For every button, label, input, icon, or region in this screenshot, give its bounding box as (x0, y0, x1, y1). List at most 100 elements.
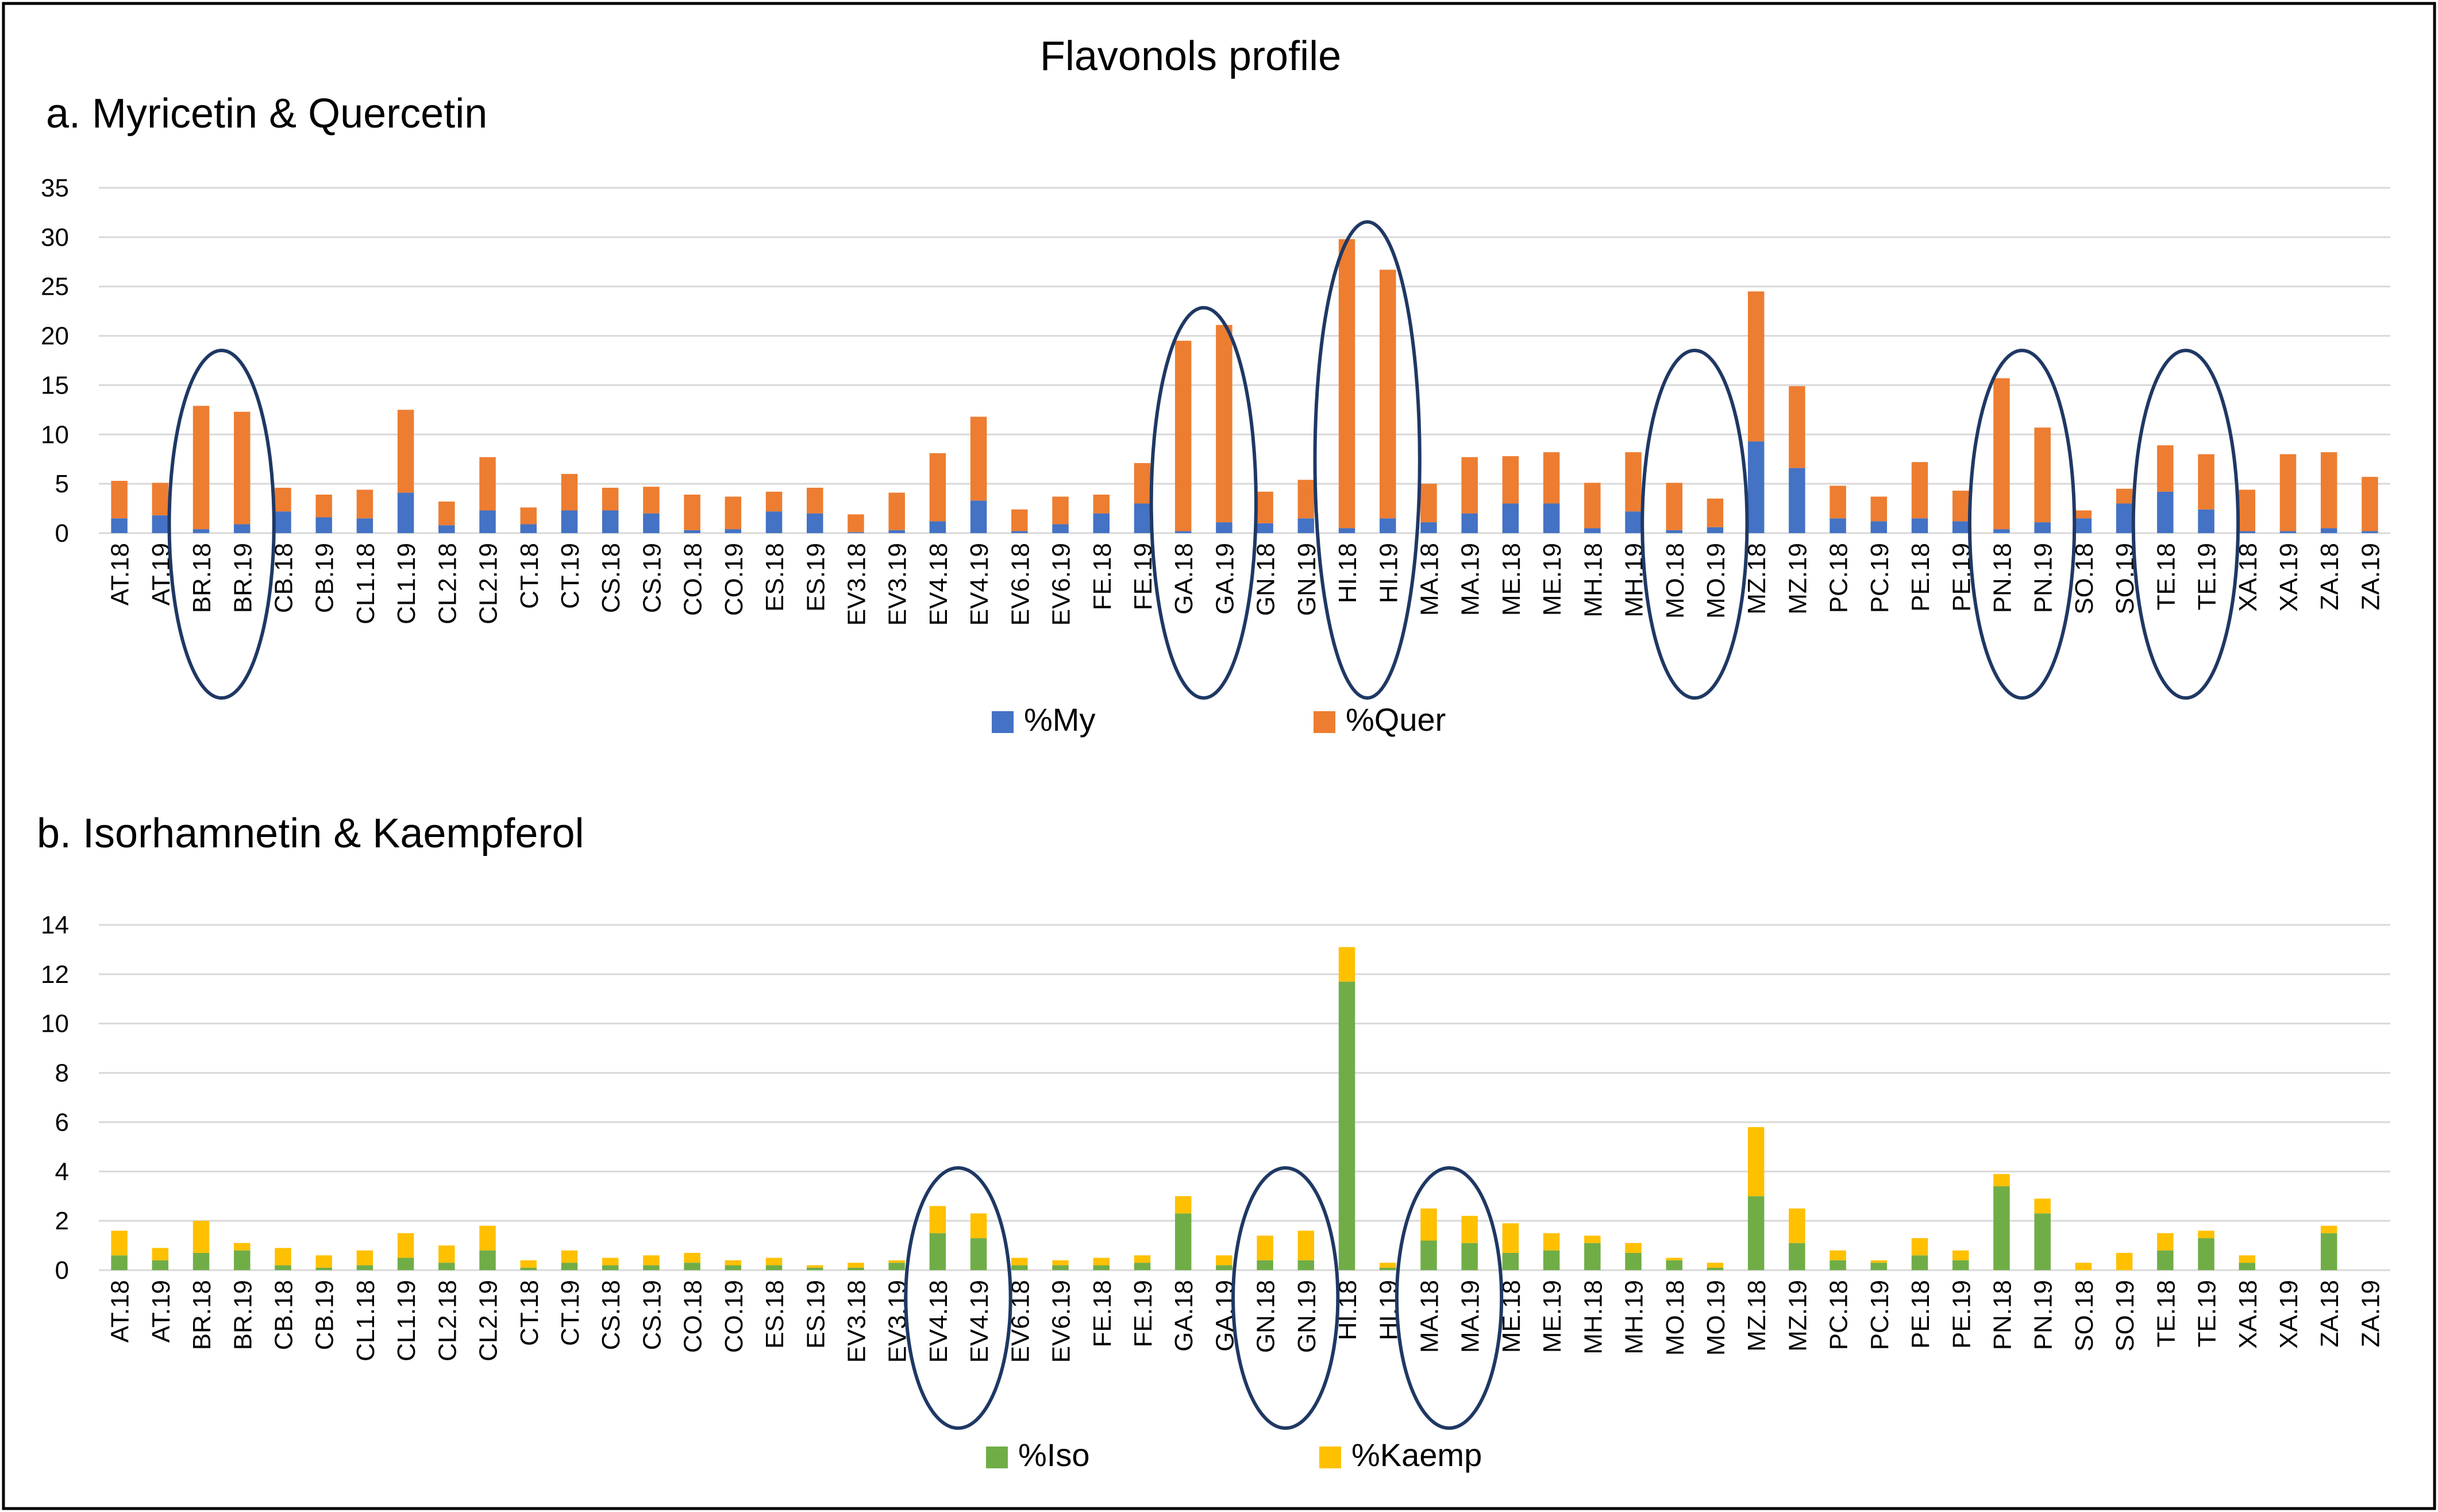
bar-quer-br-19 (234, 411, 251, 524)
bar-my-ct-19 (561, 510, 578, 533)
bar-kaemp-hi-18 (1338, 947, 1355, 982)
chart-isorhamnetin-kaempferol: b. Isorhamnetin & Kaempferol 0 2 4 6 8 10 12 14 A… (37, 811, 2390, 1473)
chart-a-xtick-ev4-19: EV4.19 (965, 543, 993, 626)
chart-a-xtick-ma-19: MA.19 (1457, 543, 1485, 616)
bar-my-mz-18 (1747, 441, 1765, 533)
legend-swatch-kaemp (1319, 1447, 1341, 1468)
bar-iso-ma-18 (1420, 1240, 1437, 1270)
bar-my-br-19 (234, 524, 251, 533)
bar-quer-mo-18 (1666, 483, 1682, 530)
chart-b-xtick-cb-18: CB.18 (269, 1280, 298, 1350)
bar-quer-co-19 (725, 496, 742, 530)
chart-b-xtick-co-19: CO.19 (720, 1280, 748, 1353)
chart-b-xtick-ev4-18: EV4.18 (925, 1280, 953, 1363)
bar-quer-es-18 (765, 491, 783, 512)
bar-kaemp-so-19 (2116, 1252, 2133, 1270)
bar-iso-cb-19 (315, 1267, 332, 1270)
chart-b-xtick-ma-19: MA.19 (1457, 1280, 1485, 1353)
bar-kaemp-cb-19 (315, 1255, 332, 1268)
bar-my-es-18 (765, 511, 783, 533)
bar-kaemp-hi-19 (1380, 1263, 1396, 1268)
chart-a-xtick-mh-18: MH.18 (1579, 543, 1607, 618)
highlight-ellipse-hi-18-hi-19 (1313, 220, 1422, 700)
legend-label-my: %My (1024, 701, 1095, 738)
bar-quer-mz-19 (1789, 386, 1805, 468)
bar-my-at-19 (152, 515, 169, 533)
bar-iso-br-18 (192, 1252, 210, 1270)
chart-b-title: b. Isorhamnetin & Kaempferol (37, 811, 584, 857)
bar-iso-at-19 (152, 1260, 169, 1270)
bar-quer-ga-19 (1216, 325, 1233, 523)
bar-my-so-18 (2075, 518, 2092, 533)
bar-kaemp-fe-19 (1134, 1255, 1151, 1263)
bar-quer-cb-18 (275, 488, 291, 512)
bar-my-ma-18 (1420, 522, 1437, 533)
bar-iso-pc-19 (1870, 1263, 1888, 1270)
chart-b-xtick-br-19: BR.19 (229, 1280, 257, 1350)
chart-a-ytick-20: 20 (41, 322, 69, 350)
chart-a-xtick-fe-18: FE.18 (1088, 543, 1116, 610)
bar-iso-ct-19 (561, 1263, 578, 1270)
bar-kaemp-ev3-19 (888, 1260, 905, 1263)
chart-a-xtick-cl2-19: CL2.19 (475, 543, 503, 624)
bar-quer-xa-19 (2279, 454, 2297, 531)
bar-iso-te-18 (2157, 1250, 2174, 1270)
bar-kaemp-mo-19 (1707, 1263, 1724, 1268)
chart-b-ytick-2: 2 (55, 1207, 69, 1235)
chart-a-xtick-me-18: ME.18 (1497, 543, 1526, 616)
chart-a-title: a. Myricetin & Quercetin (46, 91, 487, 137)
bar-iso-hi-19 (1380, 1267, 1396, 1270)
bar-kaemp-ga-18 (1174, 1196, 1192, 1214)
chart-a-xtick-ct-19: CT.19 (556, 543, 584, 609)
bar-kaemp-es-18 (765, 1258, 783, 1266)
chart-a-xtick-hi-19: HI.19 (1374, 543, 1403, 603)
figure-title: Flavonols profile (1040, 33, 1341, 79)
bar-kaemp-ct-19 (561, 1250, 578, 1263)
bar-quer-es-19 (807, 488, 823, 514)
bar-iso-ev6-19 (1052, 1265, 1069, 1270)
chart-b-xtick-at-19: AT.19 (147, 1280, 175, 1343)
bar-quer-gn-18 (1257, 491, 1273, 523)
bar-quer-cl1-18 (356, 489, 373, 519)
bar-my-ev6-18 (1011, 531, 1028, 533)
bar-quer-ev3-18 (848, 514, 864, 533)
bar-kaemp-ev6-18 (1011, 1258, 1028, 1266)
legend-swatch-my (992, 711, 1014, 733)
bar-kaemp-mh-18 (1584, 1235, 1601, 1243)
bar-my-br-18 (192, 529, 210, 533)
bar-my-cs-19 (643, 513, 660, 533)
chart-b-xtick-pn-18: PN.18 (1988, 1280, 2016, 1350)
bar-kaemp-cl1-18 (356, 1250, 373, 1266)
chart-a-ytick-30: 30 (41, 223, 69, 252)
bar-iso-mz-19 (1789, 1243, 1805, 1270)
bar-my-cl2-19 (479, 510, 496, 533)
bar-iso-ma-19 (1461, 1243, 1478, 1270)
chart-a-xtick-cs-19: CS.19 (638, 543, 666, 613)
bar-iso-es-18 (765, 1265, 783, 1270)
bar-kaemp-at-19 (152, 1248, 169, 1260)
bar-quer-me-18 (1502, 456, 1519, 504)
bar-my-pc-19 (1870, 521, 1888, 533)
bar-my-mz-19 (1789, 468, 1805, 533)
chart-a-xtick-cs-18: CS.18 (597, 543, 625, 613)
bar-kaemp-xa-18 (2239, 1255, 2255, 1263)
bar-iso-ga-19 (1216, 1265, 1233, 1270)
chart-b-xtick-xa-19: XA.19 (2275, 1280, 2303, 1349)
chart-a-ytick-0: 0 (55, 519, 69, 547)
bar-iso-ev3-19 (888, 1263, 905, 1270)
bar-iso-co-19 (725, 1265, 742, 1270)
bar-my-ct-18 (520, 524, 537, 533)
bar-my-gn-19 (1297, 518, 1315, 533)
bar-kaemp-ma-19 (1461, 1216, 1478, 1243)
chart-b-xtick-pe-19: PE.19 (1947, 1280, 1975, 1349)
chart-a-xtick-te-18: TE.18 (2152, 543, 2180, 610)
bar-my-xa-18 (2239, 531, 2255, 533)
bar-iso-pn-19 (2034, 1213, 2051, 1270)
bar-my-ga-18 (1174, 531, 1192, 533)
chart-a-xtick-ev3-18: EV3.18 (842, 543, 871, 626)
bar-iso-ga-18 (1174, 1213, 1192, 1270)
bar-iso-cl2-19 (479, 1250, 496, 1270)
bar-quer-pe-18 (1911, 462, 1928, 519)
bar-iso-xa-18 (2239, 1263, 2255, 1270)
chart-a-xtick-es-18: ES.18 (761, 543, 789, 612)
